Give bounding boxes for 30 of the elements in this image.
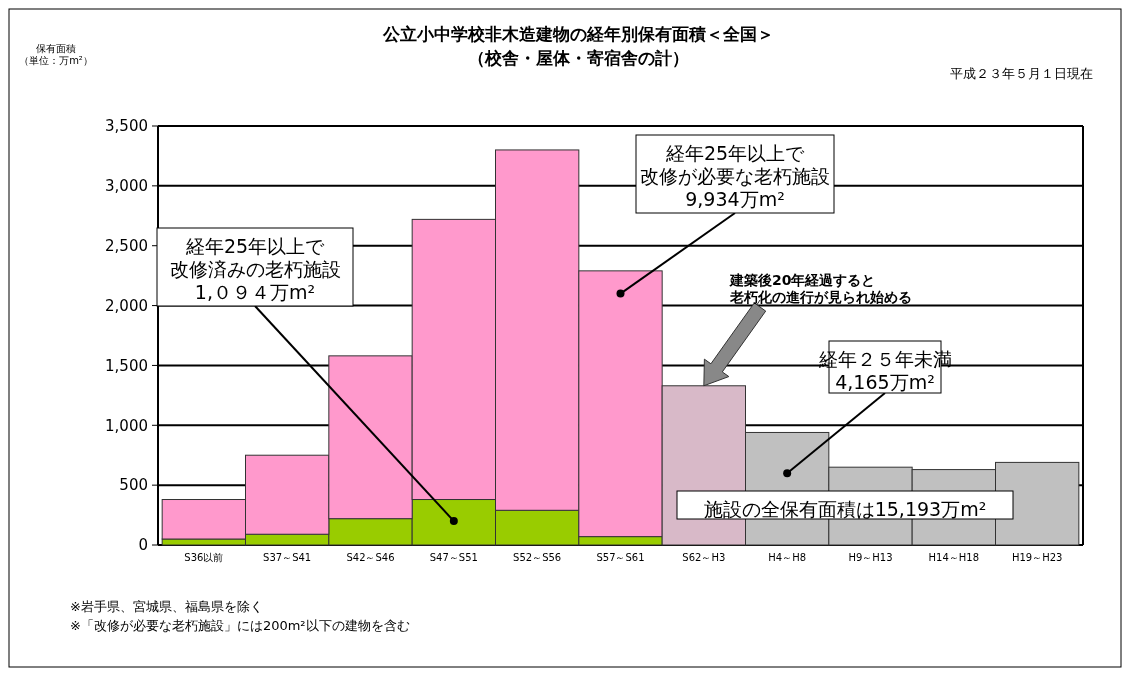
x-tick-label: H4～H8 (768, 552, 807, 563)
annotation: 経年２５年未満4,165万m² (817, 348, 952, 393)
text: ※「改修が必要な老朽施設」には200m²以下の建物を含む (70, 618, 410, 633)
x-tick-label: H9～H13 (848, 552, 893, 563)
text: ※岩手県、宮城県、福島県を除く (70, 599, 263, 614)
x-tick-label: S62～H3 (682, 552, 726, 563)
x-tick-label: S37～S41 (263, 552, 312, 563)
y-tick-label: 3,000 (105, 177, 148, 196)
x-tick-label: H19～H23 (1011, 552, 1063, 563)
y-tick-label: 3,500 (105, 117, 148, 136)
y-tick-label: 1,000 (105, 416, 148, 435)
annotation: 建築後20年経過すると老朽化の進行が見られ始める (729, 272, 912, 305)
chart-title: 公立小中学校非木造建物の経年別保有面積＜全国＞ (381, 24, 774, 44)
chart-subtitle: （校舎・屋体・寄宿舎の計） (467, 48, 689, 68)
x-tick-label: S52～S56 (513, 552, 562, 563)
x-tick-label: S42～S46 (346, 552, 395, 563)
annotation: 経年25年以上で改修が必要な老朽施設9,934万m² (640, 142, 830, 210)
annotation: 施設の全保有面積は15,193万m² (703, 498, 987, 520)
x-tick-label: S57～S61 (596, 552, 645, 563)
text: 保有面積（単位：万m²） (19, 43, 93, 66)
annotation: 経年25年以上で改修済みの老朽施設1,０９４万m² (169, 235, 341, 303)
x-tick-label: S47～S51 (429, 552, 478, 563)
x-tick-label: H14～H18 (928, 552, 980, 563)
y-tick-label: 1,500 (105, 356, 148, 375)
y-tick-label: 2,000 (105, 296, 148, 315)
x-tick-label: S36以前 (184, 552, 224, 563)
y-tick-label: 0 (138, 536, 148, 555)
y-tick-label: 500 (119, 476, 148, 495)
text: 平成２３年５月１日現在 (950, 66, 1093, 81)
y-tick-label: 2,500 (105, 236, 148, 255)
